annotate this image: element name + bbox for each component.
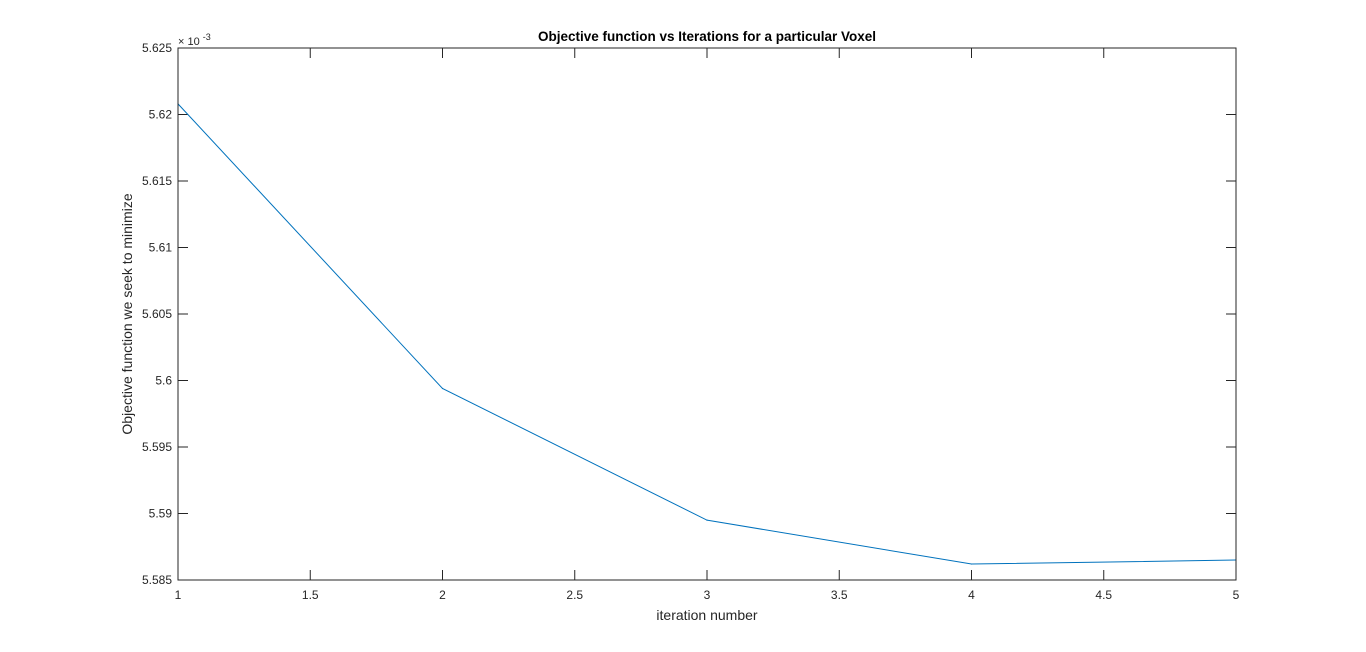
x-tick-label: 2.5 [566, 588, 583, 602]
data-point [706, 519, 708, 521]
y-tick-label: 5.625 [142, 41, 172, 55]
y-tick-label: 5.6 [155, 374, 172, 388]
data-point [441, 387, 444, 390]
x-tick-label: 3 [704, 588, 711, 602]
y-tick-labels: 5.585 5.59 5.595 5.6 5.605 5.61 5.615 5.62 5.625 [142, 41, 172, 587]
data-point [970, 563, 973, 565]
y-tick-label: 5.595 [142, 440, 172, 454]
plot-box [177, 47, 1237, 581]
x-tick-label: 2 [439, 588, 446, 602]
x-tick-labels: 1 1.5 2 2.5 3 3.5 4 4.5 5 [175, 588, 1240, 602]
x-tick-label: 3.5 [831, 588, 848, 602]
y-axis-exponent: × 10 -3 [178, 32, 211, 48]
exponent-power: -3 [203, 32, 211, 42]
y-tick-label: 5.585 [142, 573, 172, 587]
y-tick-label: 5.61 [149, 241, 173, 255]
plot-area [178, 48, 1236, 580]
exponent-base: × 10 [178, 36, 200, 48]
x-tick-label: 4 [968, 588, 975, 602]
x-tick-label: 4.5 [1095, 588, 1112, 602]
y-axis-label: Objective function we seek to minimize [119, 193, 135, 434]
x-tick-label: 5 [1233, 588, 1240, 602]
x-tick-label: 1 [175, 588, 182, 602]
chart-title: Objective function vs Iterations for a p… [538, 29, 876, 44]
y-tick-label: 5.62 [149, 108, 173, 122]
plot-axes: 1 1.5 2 2.5 3 3.5 4 4.5 5 5.585 5.59 5.595 5.6 5.605… [142, 41, 1240, 602]
x-tick-label: 1.5 [302, 588, 319, 602]
y-tick-label: 5.59 [149, 507, 173, 521]
y-tick-label: 5.605 [142, 307, 172, 321]
y-tick-label: 5.615 [142, 174, 172, 188]
x-axis-label: iteration number [656, 607, 758, 623]
